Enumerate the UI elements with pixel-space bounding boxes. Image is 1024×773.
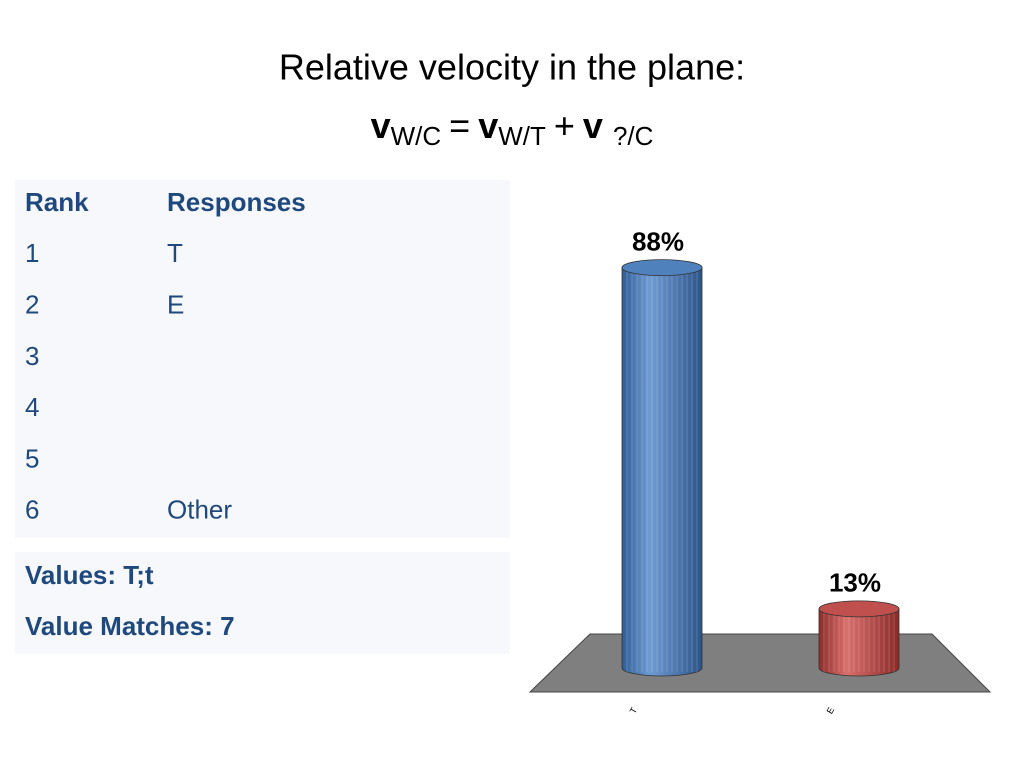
table-cell: E [167,289,184,319]
x-tick-label: E [825,705,837,715]
formula-symbol: v [478,105,498,146]
table-cell: 1 [25,238,39,268]
formula-subscript: ?/C [613,121,653,151]
table-cell: 6 [25,495,39,525]
summary-text: Values: T;t [25,560,154,590]
summary-text: Value Matches: 7 [25,611,235,641]
table-cell: 4 [25,392,39,422]
formula-subscript: W/T [498,121,546,151]
table-header: Rank [25,187,89,217]
table-cell: 3 [25,341,39,371]
bar [621,267,703,677]
table-cell: 2 [25,289,39,319]
formula-subscript: W/C [391,121,442,151]
table-background [15,180,510,538]
x-tick-label: T [628,705,640,715]
summary-background [15,552,510,654]
formula-operator: + [554,105,575,146]
data-label: 13% [829,568,881,598]
formula: vW/C = vW/T + v ?/C [371,105,654,151]
table-cell: 5 [25,443,39,473]
bar-cap [818,600,900,618]
table-cell: Other [167,495,232,525]
formula-operator: = [449,105,470,146]
bar-cap [621,259,703,277]
slide-title: Relative velocity in the plane: [279,47,745,88]
data-label: 88% [632,226,684,256]
table-header: Responses [167,187,306,217]
bar [818,608,900,677]
chart-floor [528,633,992,693]
formula-symbol: v [371,105,391,146]
table-cell: T [167,238,183,268]
formula-symbol: v [583,105,603,146]
